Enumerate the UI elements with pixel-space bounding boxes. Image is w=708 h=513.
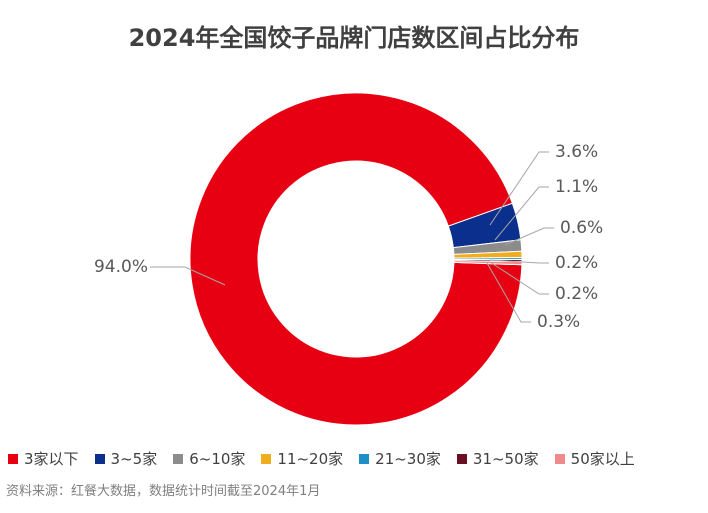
legend-swatch — [173, 453, 184, 464]
leader-line-2 — [494, 186, 549, 241]
data-label-4: 0.2% — [555, 253, 598, 273]
legend-swatch — [94, 453, 105, 464]
legend-label: 31~50家 — [472, 450, 539, 468]
data-label-2: 1.1% — [555, 177, 598, 197]
slice-0 — [189, 92, 523, 426]
legend-swatch — [359, 453, 370, 464]
leader-line-0 — [150, 266, 226, 286]
legend-swatch — [456, 453, 467, 464]
legend-label: 3~5家 — [110, 450, 158, 468]
legend-swatch — [8, 453, 18, 464]
data-label-5: 0.2% — [555, 284, 598, 304]
legend-label: 50家以上 — [570, 450, 635, 468]
legend-item: 3家以下 — [8, 448, 79, 469]
source-note: 资料来源：红餐大数据，数据统计时间截至2024年1月 — [6, 484, 321, 499]
legend-label: 6~10家 — [189, 450, 246, 468]
chart-title: 2024年全国饺子品牌门店数区间占比分布 — [128, 24, 580, 52]
data-label-6: 0.3% — [537, 312, 580, 332]
data-label-1: 3.6% — [555, 142, 598, 162]
legend-swatch — [261, 453, 272, 464]
legend-item: 3~5家 — [94, 448, 158, 469]
legend-label: 21~30家 — [375, 450, 441, 468]
legend-label: 3家以下 — [24, 450, 79, 468]
leader-line-3 — [504, 227, 554, 246]
leader-line-1 — [489, 151, 549, 226]
legend: 3家以下 3~5家 6~10家 11~20家 21~30家 31~50家 50家以上 — [8, 448, 635, 469]
data-label-3: 0.6% — [560, 218, 603, 238]
slice-6 — [453, 260, 523, 266]
leader-line-5 — [489, 261, 549, 295]
legend-label: 11~20家 — [277, 450, 344, 468]
legend-item: 11~20家 — [261, 448, 343, 469]
legend-swatch — [554, 453, 565, 464]
legend-item: 50家以上 — [554, 448, 635, 469]
legend-item: 31~50家 — [456, 448, 539, 469]
data-label-0: 94.0% — [94, 257, 148, 277]
leader-line-4 — [489, 259, 549, 264]
leader-line-6 — [486, 262, 531, 323]
legend-item: 6~10家 — [173, 448, 245, 469]
legend-item: 21~30家 — [359, 448, 441, 469]
